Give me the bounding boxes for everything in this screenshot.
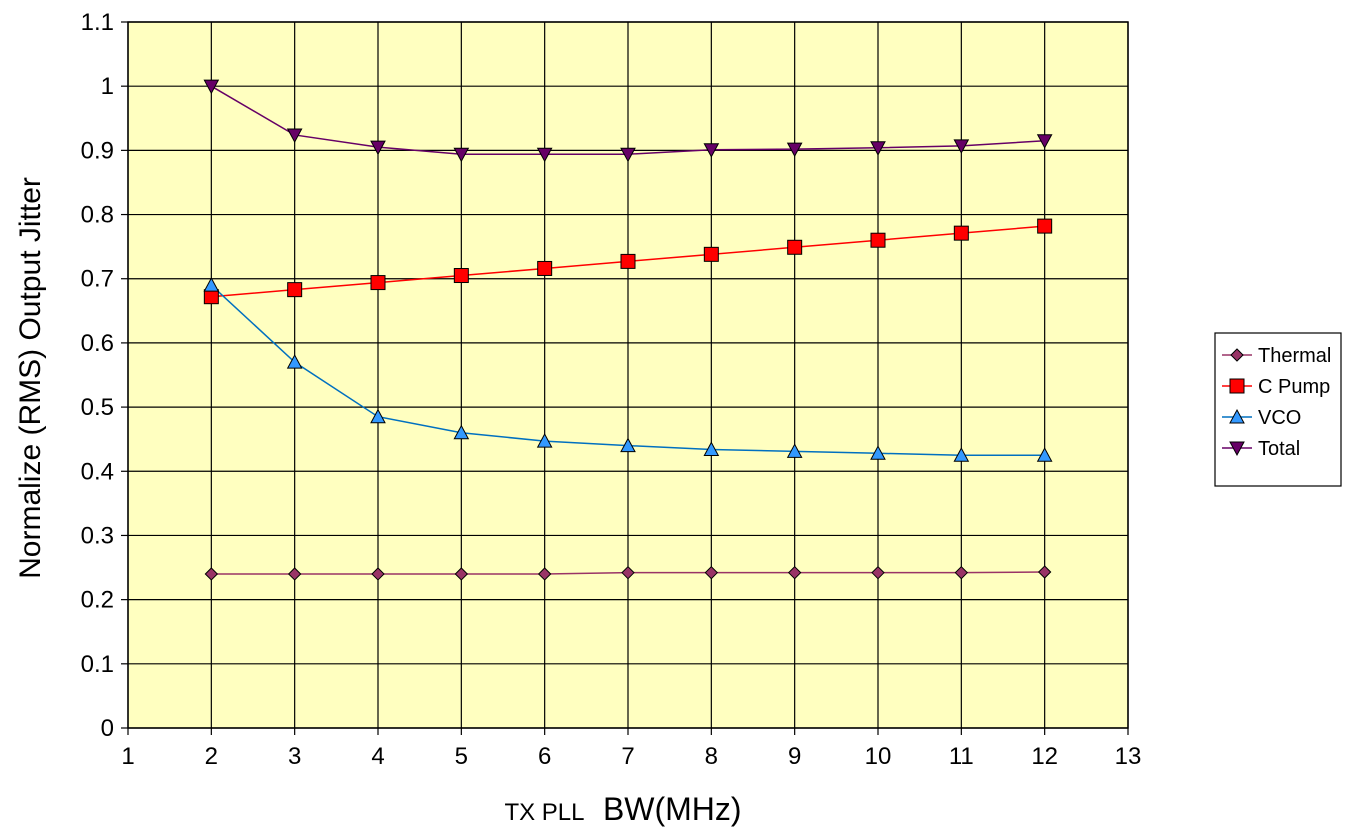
data-point-c-pump bbox=[287, 282, 303, 298]
y-tick-label: 0.5 bbox=[81, 394, 114, 421]
data-point-vco bbox=[203, 277, 220, 292]
legend-marker-c-pump bbox=[1229, 378, 1245, 394]
y-tick-label: 0.1 bbox=[81, 651, 114, 678]
x-tick-label: 3 bbox=[288, 743, 301, 770]
data-point-c-pump bbox=[620, 253, 636, 269]
y-tick-label: 0.4 bbox=[81, 458, 114, 485]
x-axis-title-main: BW(MHz) bbox=[603, 791, 742, 827]
data-point-c-pump bbox=[787, 239, 803, 255]
data-point-thermal bbox=[621, 565, 635, 580]
x-tick-label: 4 bbox=[371, 743, 384, 770]
legend-label-thermal: Thermal bbox=[1258, 345, 1331, 367]
y-axis-ticks: 0 0.1 0.2 0.3 0.4 0.5 0.6 0.7 0.8 0.9 1 1.1 bbox=[81, 9, 128, 742]
data-point-total bbox=[870, 141, 886, 156]
legend-label-vco: VCO bbox=[1258, 407, 1301, 429]
x-tick-label: 7 bbox=[621, 743, 634, 770]
x-tick-label: 9 bbox=[788, 743, 801, 770]
legend-marker-total bbox=[1229, 441, 1245, 457]
data-point-thermal bbox=[204, 567, 219, 581]
legend-marker-thermal bbox=[1230, 348, 1244, 362]
data-point-vco bbox=[536, 433, 553, 448]
y-tick-label: 0.3 bbox=[81, 522, 114, 549]
data-point-c-pump bbox=[870, 232, 886, 248]
data-point-c-pump bbox=[953, 225, 969, 241]
data-point-vco bbox=[786, 443, 803, 458]
data-point-vco bbox=[953, 447, 970, 462]
data-point-vco bbox=[370, 408, 386, 424]
data-point-c-pump bbox=[203, 289, 219, 305]
data-point-thermal bbox=[871, 565, 885, 580]
data-point-thermal bbox=[537, 567, 552, 581]
data-point-thermal bbox=[704, 565, 719, 580]
x-tick-label: 8 bbox=[705, 743, 718, 770]
x-tick-label: 12 bbox=[1031, 743, 1058, 770]
y-tick-label: 0.8 bbox=[81, 202, 114, 229]
x-tick-label: 11 bbox=[949, 743, 974, 770]
x-axis-ticks: 1 2 3 4 5 6 7 8 9 10 11 12 13 bbox=[121, 728, 1141, 770]
data-point-c-pump bbox=[370, 275, 386, 291]
y-axis-title: Normalize (RMS) Output Jitter bbox=[14, 177, 47, 579]
y-tick-label: 0.6 bbox=[81, 330, 114, 357]
data-point-vco bbox=[453, 424, 470, 440]
x-tick-label: 13 bbox=[1115, 743, 1142, 770]
data-point-c-pump bbox=[453, 268, 469, 284]
data-point-total bbox=[370, 140, 386, 156]
x-tick-label: 2 bbox=[205, 743, 218, 770]
y-tick-label: 0.7 bbox=[81, 266, 114, 293]
data-point-thermal bbox=[1037, 565, 1052, 579]
data-point-thermal bbox=[371, 567, 385, 581]
series-markers bbox=[203, 79, 1053, 581]
data-point-c-pump bbox=[1037, 218, 1053, 234]
data-point-total bbox=[953, 139, 970, 154]
data-point-thermal bbox=[954, 565, 969, 580]
data-point-total bbox=[703, 143, 720, 158]
data-point-vco bbox=[870, 445, 886, 460]
legend-marker-vco bbox=[1229, 408, 1245, 424]
legend: Thermal C Pump VCO Total bbox=[1214, 332, 1342, 487]
legend-items: Thermal C Pump VCO Total bbox=[1222, 345, 1331, 460]
legend-label-total: Total bbox=[1258, 438, 1300, 460]
legend-label-c-pump: C Pump bbox=[1258, 376, 1330, 398]
data-point-vco bbox=[620, 437, 636, 453]
data-point-total bbox=[1036, 134, 1053, 149]
y-tick-label: 0.2 bbox=[81, 587, 114, 614]
y-tick-label: 1 bbox=[101, 73, 114, 100]
x-tick-label: 5 bbox=[455, 743, 468, 770]
data-point-thermal bbox=[287, 567, 302, 581]
data-point-c-pump bbox=[703, 246, 719, 262]
data-point-vco bbox=[703, 441, 720, 456]
x-axis-title: TX PLL BW(MHz) bbox=[504, 791, 741, 827]
y-tick-label: 1.1 bbox=[81, 9, 114, 36]
x-tick-label: 1 bbox=[121, 743, 134, 770]
x-axis-title-prefix: TX PLL bbox=[504, 799, 584, 826]
data-point-thermal bbox=[454, 567, 469, 581]
x-tick-label: 10 bbox=[865, 743, 892, 770]
data-point-total bbox=[453, 147, 470, 163]
data-point-c-pump bbox=[537, 260, 553, 276]
x-tick-label: 6 bbox=[538, 743, 551, 770]
data-point-total bbox=[536, 147, 553, 163]
data-point-vco bbox=[1036, 447, 1053, 462]
data-point-total bbox=[286, 128, 303, 144]
y-tick-label: 0.9 bbox=[81, 137, 114, 164]
data-point-thermal bbox=[787, 565, 802, 580]
data-point-total bbox=[786, 142, 803, 158]
data-point-total bbox=[620, 147, 636, 163]
data-point-vco bbox=[286, 354, 303, 369]
data-point-total bbox=[203, 79, 220, 95]
y-tick-label: 0 bbox=[101, 715, 114, 742]
